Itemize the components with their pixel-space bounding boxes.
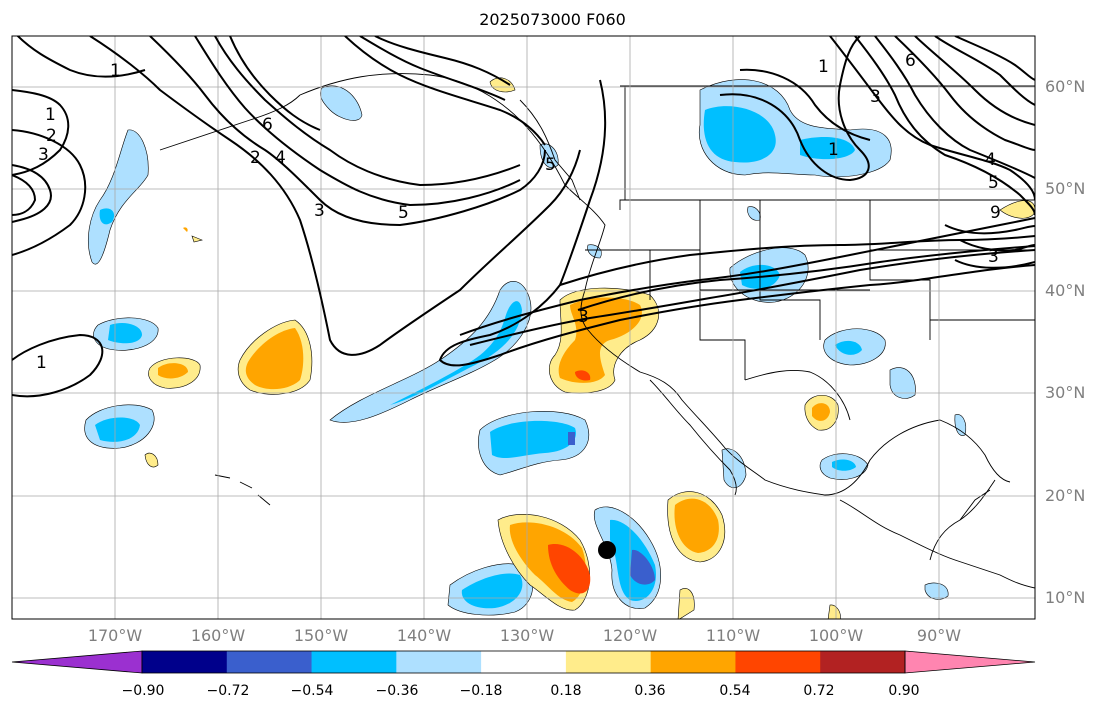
lat-label: 60°N xyxy=(1045,77,1086,96)
contour-label: 3 xyxy=(38,145,49,165)
lon-label: 160°W xyxy=(190,626,246,645)
contour-label: 2 xyxy=(46,126,57,146)
height-contours xyxy=(12,36,1035,398)
colorbar-segment xyxy=(481,651,567,673)
coastlines-borders xyxy=(159,73,1035,589)
contour-label: 1 xyxy=(828,140,839,160)
colorbar-tick-label: −0.54 xyxy=(290,683,334,699)
colorbar-segment xyxy=(565,651,652,673)
colorbar-tick-label: 0.90 xyxy=(888,683,920,699)
colorbar-segment xyxy=(396,651,482,673)
contour-label: 5 xyxy=(988,173,999,193)
colorbar-frame xyxy=(141,650,906,674)
colorbar-segment xyxy=(226,651,313,673)
colorbar-tick-label: −0.18 xyxy=(459,683,503,699)
lon-label: 130°W xyxy=(499,626,555,645)
contour-labels: 1 1 2 3 1 2 6 4 3 5 5 3 6 1 4 5 9 3 3 1 xyxy=(36,51,1001,373)
colorbar-tick-label: −0.90 xyxy=(121,683,165,699)
contour-label: 2 xyxy=(250,148,261,168)
colorbar-segment xyxy=(650,651,736,673)
contour-label: 1 xyxy=(36,353,47,373)
lon-label: 170°W xyxy=(87,626,143,645)
contour-label: 3 xyxy=(870,87,881,107)
storm-center-dot xyxy=(598,541,616,559)
contour-label: 4 xyxy=(985,150,996,170)
lat-label: 20°N xyxy=(1045,486,1086,505)
lon-label: 110°W xyxy=(705,626,761,645)
contour-label: 1 xyxy=(110,61,121,81)
contour-label: 6 xyxy=(905,51,916,71)
lat-label: 40°N xyxy=(1045,281,1086,300)
colorbar-segment xyxy=(311,651,397,673)
contour-label: 6 xyxy=(262,115,273,135)
colorbar-tick-label: −0.72 xyxy=(206,683,250,699)
colorbar-tick-label: −0.36 xyxy=(375,683,419,699)
lat-label: 10°N xyxy=(1045,588,1086,607)
lon-label: 120°W xyxy=(602,626,658,645)
colorbar-segment xyxy=(142,651,228,673)
colorbar-segment xyxy=(735,651,821,673)
contour-label: 3 xyxy=(988,247,999,267)
colorbar-tick-label: 0.54 xyxy=(719,683,751,699)
graticule xyxy=(12,36,1035,619)
contour-label: 1 xyxy=(818,57,829,77)
lon-label: 140°W xyxy=(396,626,452,645)
contour-label: 4 xyxy=(275,148,286,168)
lon-label: 100°W xyxy=(808,626,864,645)
contour-label: 9 xyxy=(990,203,1001,223)
lat-label: 30°N xyxy=(1045,383,1086,402)
colorbar-segment xyxy=(820,651,906,673)
map-title: 2025073000 F060 xyxy=(479,10,626,29)
contour-label: 5 xyxy=(545,155,556,175)
contour-label: 3 xyxy=(314,201,325,221)
contour-label: 1 xyxy=(45,105,56,125)
lon-label: 150°W xyxy=(293,626,349,645)
colorbar-tick-label: 0.36 xyxy=(634,683,666,699)
lon-label: 90°W xyxy=(916,626,962,645)
colorbar-extend-max xyxy=(904,650,1036,674)
lat-label: 50°N xyxy=(1045,179,1086,198)
contour-label: 3 xyxy=(578,307,589,327)
colorbar-tick-label: 0.72 xyxy=(803,683,835,699)
colorbar-extend-min xyxy=(11,650,143,674)
colorbar-tick-label: 0.18 xyxy=(550,683,582,699)
negative-anomaly-shading xyxy=(84,79,967,616)
contour-label: 5 xyxy=(398,203,409,223)
